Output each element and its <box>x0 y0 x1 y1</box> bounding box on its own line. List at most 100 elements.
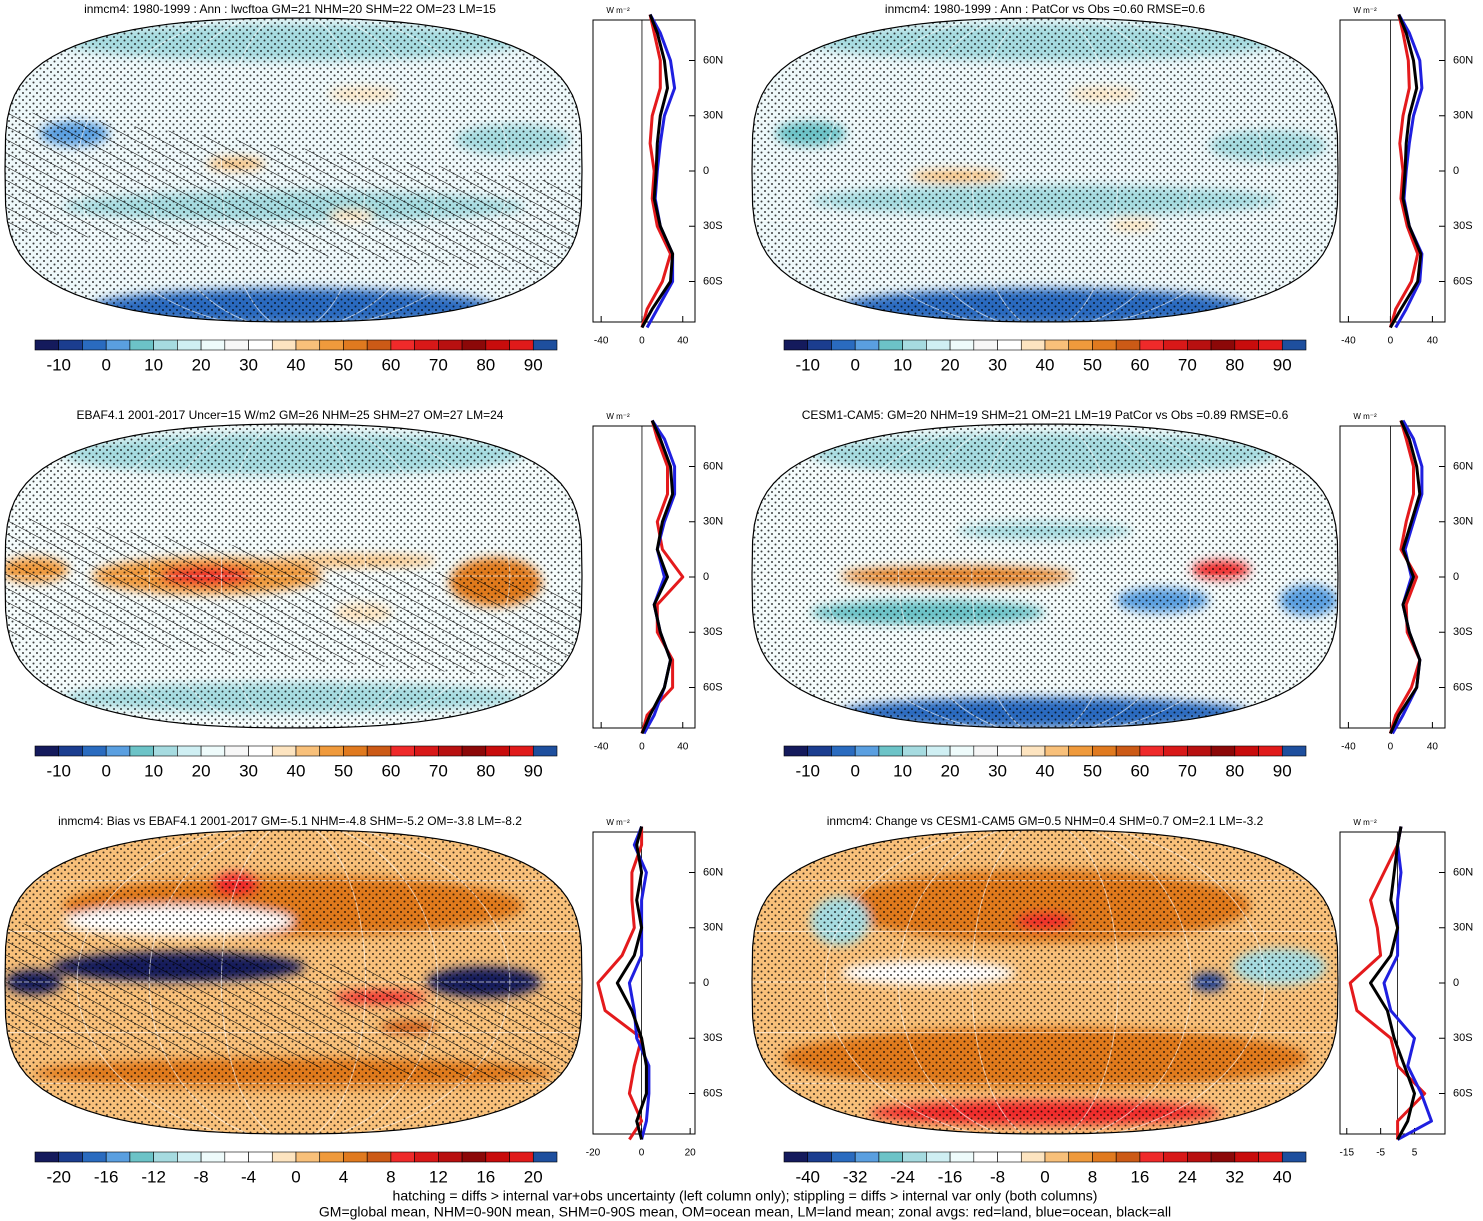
colorbar-box <box>1281 1151 1307 1163</box>
colorbar-box <box>153 745 178 757</box>
panel-title: CESM1-CAM5: GM=20 NHM=19 SHM=21 OM=21 LM… <box>802 408 1289 422</box>
colorbar-label: 90 <box>1273 355 1292 374</box>
colorbar-box <box>295 1151 321 1163</box>
colorbar-box <box>1044 745 1070 757</box>
colorbar-box <box>997 1151 1022 1163</box>
colorbar-box <box>485 745 510 757</box>
zonal-line <box>1388 14 1420 328</box>
colorbar-box <box>1044 1151 1070 1163</box>
colorbar-box <box>105 1151 131 1163</box>
y-tick-label: 0 <box>1453 165 1459 177</box>
colorbar-box <box>200 1151 226 1163</box>
zonal-line <box>640 419 675 735</box>
colorbar-box <box>366 1151 392 1163</box>
colorbar-box <box>1258 745 1283 757</box>
colorbar-box <box>1234 339 1259 351</box>
colorbar-box <box>973 339 998 351</box>
colorbar-box <box>343 339 368 351</box>
x-tick-label: 40 <box>677 742 689 753</box>
colorbar-box <box>509 339 534 351</box>
y-tick-label: 30N <box>1453 110 1473 122</box>
colorbar-box <box>926 745 951 757</box>
colorbar-box <box>902 339 927 351</box>
colorbar-box <box>973 745 998 757</box>
x-tick-label: 40 <box>677 336 689 347</box>
colorbar-box <box>926 1151 951 1163</box>
colorbar-label: 20 <box>524 1167 543 1186</box>
zonal-line <box>1388 420 1422 734</box>
colorbar-box <box>1092 745 1117 757</box>
x-tick-label: 0 <box>1388 336 1394 347</box>
colorbar-box <box>82 745 107 757</box>
colorbar-box <box>438 339 463 351</box>
colorbar-box <box>461 339 487 351</box>
y-tick-label: 30S <box>703 626 723 638</box>
colorbar-box <box>532 745 558 757</box>
colorbar-box <box>783 339 809 351</box>
zonal-frame <box>1339 19 1446 323</box>
colorbar-box <box>129 339 154 351</box>
colorbar-box <box>438 745 463 757</box>
colorbar-label: 50 <box>1083 355 1102 374</box>
colorbar-label: 90 <box>1273 761 1292 780</box>
colorbar-box <box>1139 745 1164 757</box>
colorbar-label: 20 <box>941 761 960 780</box>
colorbar-box <box>1187 1151 1212 1163</box>
y-tick-label: 0 <box>703 571 709 583</box>
colorbar-box <box>177 745 202 757</box>
colorbar-label: -10 <box>795 355 820 374</box>
colorbar-label: -32 <box>843 1167 868 1186</box>
x-tick-label: -40 <box>594 336 609 347</box>
colorbar-label: -24 <box>890 1167 915 1186</box>
y-tick-label: 30N <box>703 922 723 934</box>
panel-title: inmcm4: 1980-1999 : Ann : PatCor vs Obs … <box>885 2 1205 16</box>
colorbar-box <box>1044 339 1070 351</box>
colorbar-box <box>1115 745 1141 757</box>
colorbar-label: 8 <box>386 1167 395 1186</box>
colorbar-box <box>34 1151 60 1163</box>
colorbar-box <box>1281 339 1307 351</box>
colorbar-box <box>414 745 439 757</box>
y-tick-label: 60N <box>703 460 723 472</box>
x-tick-label: 20 <box>685 1148 697 1159</box>
colorbar-box <box>343 1151 368 1163</box>
colorbar-box <box>878 745 903 757</box>
map-outline <box>4 423 583 729</box>
footnote: hatching = diffs > internal var+obs unce… <box>393 1188 1098 1204</box>
colorbar-box <box>1210 1151 1236 1163</box>
colorbar-label: 10 <box>893 761 912 780</box>
zonal-frame <box>1339 425 1446 729</box>
colorbar-label: 10 <box>144 761 163 780</box>
colorbar-box <box>461 1151 487 1163</box>
colorbar-label: 40 <box>1036 761 1055 780</box>
units-label: W m⁻² <box>1353 412 1377 421</box>
colorbar-label: 50 <box>1083 761 1102 780</box>
y-tick-label: 60N <box>703 54 723 66</box>
colorbar-box <box>807 745 832 757</box>
colorbar-label: -4 <box>241 1167 256 1186</box>
zonal-line <box>1389 13 1423 329</box>
colorbar-box <box>343 745 368 757</box>
colorbar-box <box>366 745 392 757</box>
y-tick-label: 30N <box>1453 516 1473 528</box>
colorbar-box <box>224 745 249 757</box>
colorbar-label: 0 <box>1040 1167 1049 1186</box>
colorbar-box <box>1092 339 1117 351</box>
map-outline <box>4 17 583 323</box>
colorbar-box <box>1020 339 1046 351</box>
colorbar-box <box>390 1151 415 1163</box>
zonal-line <box>1369 826 1416 1141</box>
map-outline <box>751 17 1339 323</box>
colorbar-box <box>58 339 83 351</box>
colorbar-label: -40 <box>795 1167 820 1186</box>
y-tick-label: 0 <box>1453 571 1459 583</box>
colorbar-label: 30 <box>239 355 258 374</box>
colorbar-box <box>509 745 534 757</box>
y-tick-label: 60S <box>1453 1087 1473 1099</box>
colorbar-label: 80 <box>1225 761 1244 780</box>
colorbar-box <box>177 1151 202 1163</box>
x-tick-label: 5 <box>1412 1148 1418 1159</box>
colorbar-label: -12 <box>141 1167 166 1186</box>
zonal-line <box>596 826 644 1141</box>
colorbar-box <box>129 1151 154 1163</box>
